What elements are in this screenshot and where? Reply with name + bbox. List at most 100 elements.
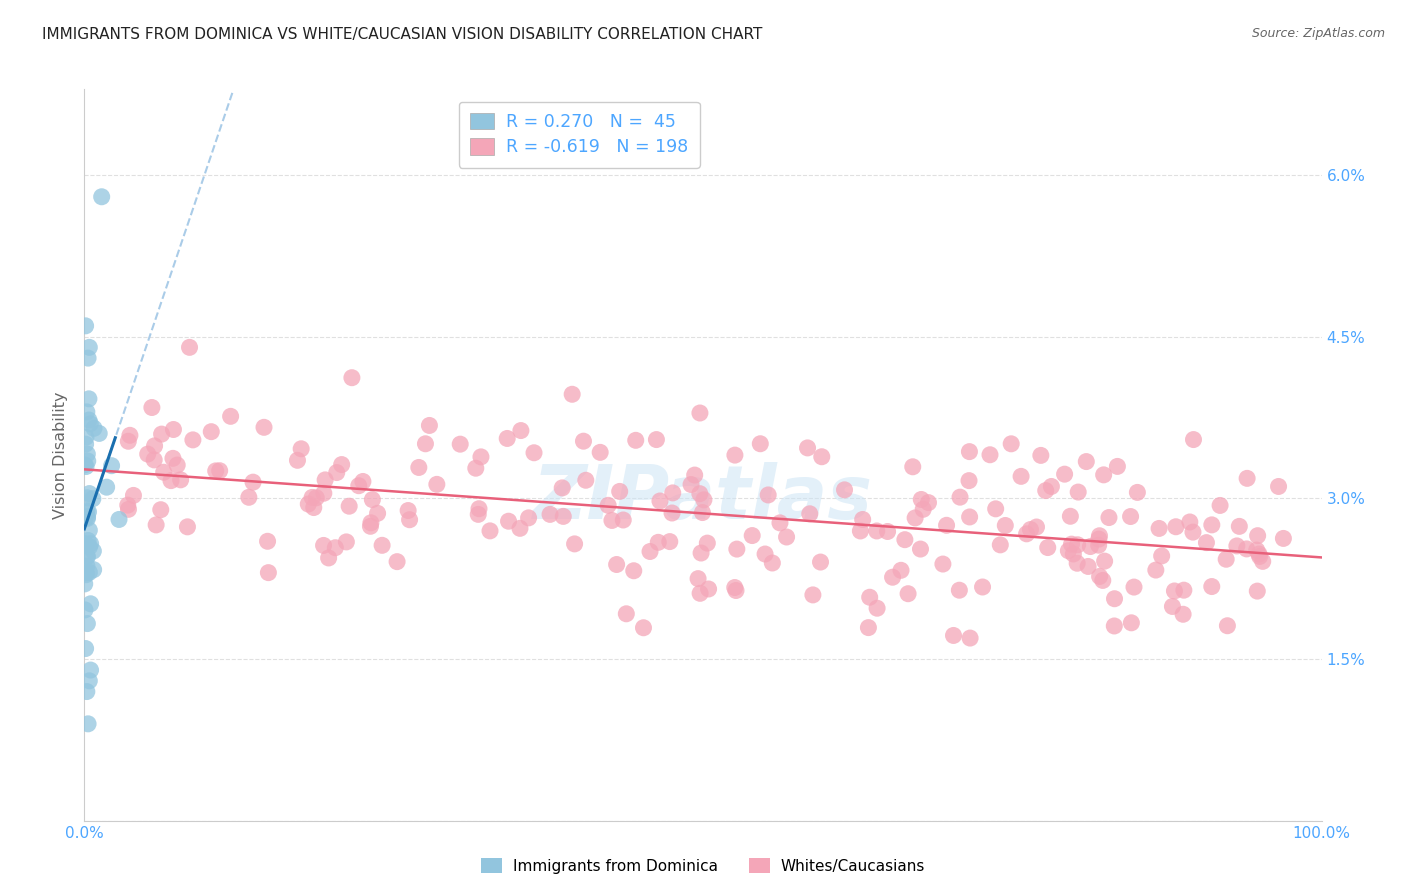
- Point: [330, 458, 353, 472]
- Point: [82, 491, 104, 506]
- Point: [152, 465, 174, 479]
- Point: [77, 413, 100, 427]
- Point: [418, 418, 440, 433]
- Point: [79, 597, 101, 611]
- Point: [949, 490, 972, 504]
- Point: [890, 563, 912, 577]
- Point: [1267, 479, 1289, 493]
- Point: [77, 716, 100, 731]
- Point: [76, 511, 98, 525]
- Point: [538, 508, 561, 522]
- Point: [614, 607, 637, 621]
- Point: [256, 534, 278, 549]
- Point: [75, 538, 97, 552]
- Point: [810, 555, 832, 569]
- Point: [312, 486, 335, 500]
- Point: [1067, 485, 1090, 500]
- Point: [633, 621, 655, 635]
- Point: [1094, 554, 1116, 568]
- Point: [882, 570, 904, 584]
- Point: [1216, 618, 1239, 632]
- Point: [866, 601, 889, 615]
- Point: [849, 524, 872, 538]
- Point: [149, 502, 172, 516]
- Point: [932, 557, 955, 571]
- Point: [468, 501, 491, 516]
- Point: [77, 505, 100, 519]
- Point: [302, 500, 325, 515]
- Point: [749, 436, 772, 450]
- Point: [323, 541, 346, 555]
- Point: [83, 563, 105, 577]
- Point: [572, 434, 595, 449]
- Point: [1025, 520, 1047, 534]
- Point: [575, 473, 598, 487]
- Point: [1247, 547, 1270, 561]
- Point: [598, 499, 620, 513]
- Point: [73, 577, 96, 591]
- Point: [297, 497, 319, 511]
- Point: [219, 409, 242, 424]
- Point: [73, 458, 96, 472]
- Point: [693, 492, 716, 507]
- Point: [117, 502, 139, 516]
- Point: [692, 506, 714, 520]
- Point: [181, 433, 204, 447]
- Point: [1015, 526, 1038, 541]
- Point: [1057, 543, 1080, 558]
- Point: [638, 544, 661, 558]
- Text: ZIPatlas: ZIPatlas: [533, 462, 873, 535]
- Point: [498, 514, 520, 528]
- Point: [775, 530, 797, 544]
- Point: [681, 477, 703, 491]
- Point: [312, 538, 335, 552]
- Point: [76, 504, 98, 518]
- Point: [77, 351, 100, 365]
- Point: [470, 450, 492, 464]
- Point: [1201, 517, 1223, 532]
- Point: [799, 507, 821, 521]
- Point: [73, 536, 96, 550]
- Point: [910, 492, 932, 507]
- Point: [1150, 549, 1173, 563]
- Point: [479, 524, 502, 538]
- Point: [76, 549, 98, 564]
- Point: [166, 458, 188, 472]
- Point: [1226, 539, 1249, 553]
- Point: [1123, 580, 1146, 594]
- Point: [509, 424, 531, 438]
- Point: [117, 434, 139, 449]
- Point: [1092, 467, 1115, 482]
- Point: [690, 546, 713, 560]
- Point: [876, 524, 898, 539]
- Point: [160, 474, 183, 488]
- Point: [340, 370, 363, 384]
- Point: [942, 628, 965, 642]
- Point: [143, 453, 166, 467]
- Point: [1036, 541, 1059, 555]
- Point: [741, 528, 763, 542]
- Point: [79, 417, 101, 431]
- Point: [464, 461, 486, 475]
- Point: [1147, 521, 1170, 535]
- Point: [1249, 549, 1271, 564]
- Point: [335, 535, 357, 549]
- Point: [347, 479, 370, 493]
- Point: [1000, 437, 1022, 451]
- Point: [564, 537, 586, 551]
- Point: [76, 509, 98, 524]
- Point: [1066, 556, 1088, 570]
- Point: [612, 513, 634, 527]
- Point: [314, 473, 336, 487]
- Point: [318, 551, 340, 566]
- Point: [408, 460, 430, 475]
- Point: [697, 582, 720, 596]
- Point: [551, 481, 574, 495]
- Point: [600, 513, 623, 527]
- Point: [76, 559, 98, 574]
- Point: [1171, 607, 1194, 622]
- Point: [326, 466, 349, 480]
- Point: [859, 591, 882, 605]
- Point: [724, 581, 747, 595]
- Point: [1104, 591, 1126, 606]
